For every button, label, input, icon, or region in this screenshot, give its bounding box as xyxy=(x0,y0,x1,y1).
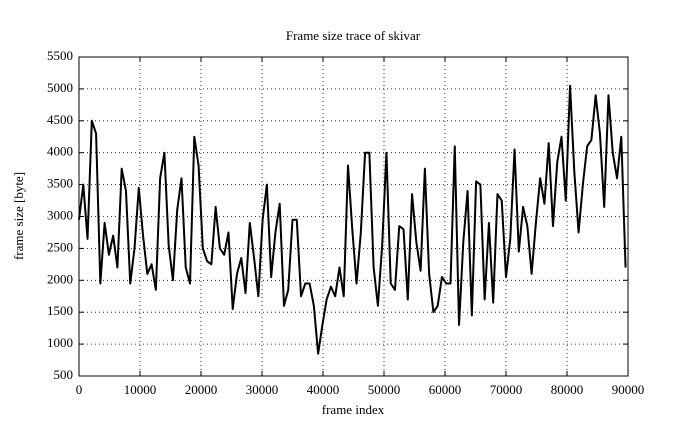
x-tick-label: 80000 xyxy=(551,382,584,397)
x-tick-label: 90000 xyxy=(612,382,645,397)
y-tick-label: 3000 xyxy=(47,207,73,222)
x-tick-label: 20000 xyxy=(185,382,218,397)
y-tick-label: 2500 xyxy=(47,239,73,254)
y-tick-label: 4000 xyxy=(47,144,73,159)
data-line xyxy=(78,84,627,355)
y-tick-label: 4500 xyxy=(47,112,73,127)
x-tick-label: 50000 xyxy=(368,382,401,397)
y-tick-label: 1500 xyxy=(47,303,73,318)
x-tick-label: 40000 xyxy=(307,382,340,397)
y-tick-label: 2000 xyxy=(47,271,73,286)
x-axis-label: frame index xyxy=(322,402,385,417)
y-tick-label: 5000 xyxy=(47,80,73,95)
chart-title: Frame size trace of skivar xyxy=(286,28,421,43)
x-tick-label: 0 xyxy=(76,382,83,397)
y-tick-label: 5500 xyxy=(47,48,73,63)
x-tick-label: 60000 xyxy=(429,382,462,397)
x-tick-label: 10000 xyxy=(124,382,157,397)
y-tick-label: 500 xyxy=(54,367,74,382)
y-tick-label: 3500 xyxy=(47,176,73,191)
x-tick-label: 30000 xyxy=(246,382,279,397)
y-tick-label: 1000 xyxy=(47,335,73,350)
x-tick-label: 70000 xyxy=(490,382,523,397)
y-axis-label: frame size [byte] xyxy=(11,172,26,260)
